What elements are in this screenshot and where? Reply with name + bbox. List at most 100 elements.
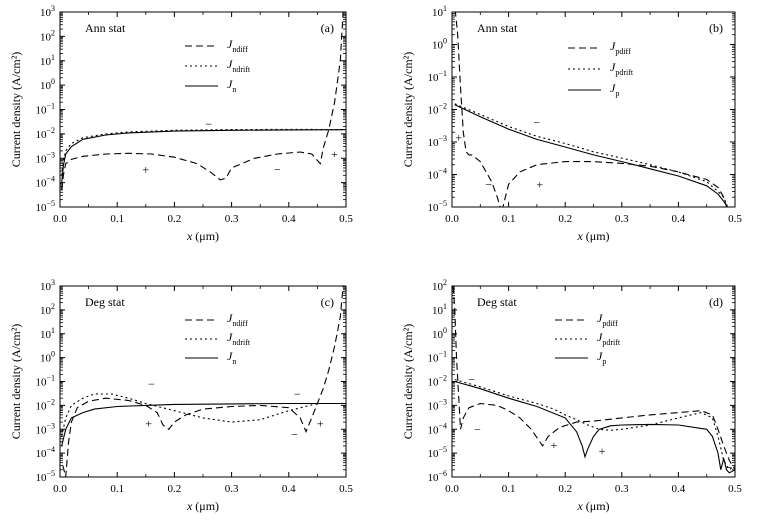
x-axis-label: x (μm) [186, 229, 219, 243]
y-tick-label: 10−3 [427, 134, 447, 149]
y-tick-label: 102 [432, 278, 447, 293]
y-tick-label: 10−2 [35, 126, 55, 141]
y-tick-label: 10−5 [35, 469, 55, 484]
y-tick-label: 100 [40, 77, 55, 92]
y-tick-label: 103 [40, 278, 55, 293]
y-tick-label: 100 [40, 350, 55, 365]
x-tick-label: 0.4 [672, 213, 686, 225]
sign-annotation: + [455, 130, 462, 144]
x-tick-label: 0.5 [339, 213, 353, 225]
x-tick-label: 0.0 [53, 213, 67, 225]
y-tick-label: 10−3 [35, 421, 55, 436]
x-tick-label: 0.2 [558, 483, 572, 495]
series-line-j-pdrift [454, 103, 729, 207]
x-tick-label: 0.4 [282, 483, 296, 495]
sign-annotation: + [142, 162, 149, 176]
series-line-j-p [454, 104, 729, 207]
sign-annotation: − [274, 162, 281, 176]
y-axis-label: Current density (A/cm²) [9, 324, 23, 440]
legend-entry-pdiff: Jpdiff [610, 39, 631, 56]
legend-entry-p: Jp [610, 81, 619, 98]
sign-annotation: − [148, 377, 155, 391]
y-tick-label: 10−4 [35, 175, 55, 190]
series-line-j-pdiff [452, 286, 735, 471]
legend-entry-pdiff: Jpdiff [597, 311, 618, 328]
legend-entry-p: Jp [597, 349, 606, 366]
y-tick-label: 10−1 [427, 350, 447, 365]
series-group [453, 12, 729, 207]
sign-annotation: + [599, 444, 606, 458]
y-tick-label: 10−1 [427, 69, 447, 84]
panel-label: (a) [321, 21, 334, 35]
state-label: Deg stat [85, 295, 125, 309]
y-tick-label: 10−3 [35, 150, 55, 165]
x-tick-label: 0.2 [168, 483, 182, 495]
sign-annotation: − [294, 387, 301, 401]
legend-entry-ndrift: Jndrift [227, 330, 251, 347]
y-tick-label: 102 [40, 302, 55, 317]
x-axis-label: x (μm) [576, 229, 609, 243]
panel-label: (c) [321, 295, 334, 309]
x-tick-label: 0.3 [615, 483, 629, 495]
series-group [61, 286, 346, 477]
series-group [61, 12, 346, 191]
plot-frame [59, 11, 347, 208]
y-tick-label: 10−2 [427, 102, 447, 117]
chart-panel-d: 10−6 10−5 10−4 10−3 10−2 10−1 100 101 102 0.0 0.1 0… [401, 278, 742, 513]
series-line-j-pdiff [453, 12, 728, 207]
y-tick-label: 10−6 [427, 469, 447, 484]
y-tick-label: 10−2 [427, 374, 447, 389]
x-tick-label: 0.5 [339, 483, 353, 495]
sign-annotation: − [291, 428, 298, 442]
y-tick-label: 103 [40, 4, 55, 19]
sign-annotation: + [331, 147, 338, 161]
legend-entry-pdrift: Jpdrift [610, 60, 634, 77]
y-axis-label: Current density (A/cm²) [401, 324, 415, 440]
legend-entry-ndiff: Jndiff [227, 311, 248, 328]
x-tick-label: 0.3 [225, 483, 239, 495]
series-line-j-pdrift [454, 379, 735, 471]
y-tick-label: 101 [40, 326, 55, 341]
series-group [452, 286, 735, 474]
x-tick-label: 0.1 [502, 483, 516, 495]
state-label: Deg stat [477, 295, 517, 309]
y-tick-label: 10−4 [35, 445, 55, 460]
x-tick-label: 0.2 [168, 213, 182, 225]
chart-panel-a: 10−5 10−4 10−3 10−2 10−1 100 101 102 103 0.0 0.1 0.… [9, 4, 353, 243]
x-tick-label: 0.3 [225, 213, 239, 225]
x-tick-label: 0.2 [558, 213, 572, 225]
panel-label: (b) [709, 21, 723, 35]
x-tick-label: 0.5 [728, 213, 742, 225]
series-line-j-n [61, 129, 346, 183]
series-line-j-n [61, 402, 346, 447]
plot-frame [59, 285, 347, 478]
y-tick-label: 10−4 [427, 167, 447, 182]
series-line-j-ndiff [61, 12, 344, 191]
x-tick-label: 0.0 [445, 213, 459, 225]
x-tick-label: 0.4 [672, 483, 686, 495]
x-axis-label: x (μm) [576, 499, 609, 513]
legend-entry-ndiff: Jndiff [227, 37, 248, 54]
y-axis-label: Current density (A/cm²) [401, 52, 415, 168]
chart-panel-b: 10−5 10−4 10−3 10−2 10−1 100 101 0.0 0.1 0.2 0.3 0.… [401, 4, 742, 243]
series-line-j-ndiff [62, 286, 344, 477]
legend-entry-n: Jn [227, 349, 236, 366]
series-line-j-ndrift [61, 128, 346, 176]
chart-panel-c: 10−5 10−4 10−3 10−2 10−1 100 101 102 103 0.0 0.1 0.… [9, 278, 353, 513]
sign-annotation: + [536, 177, 543, 191]
y-tick-label: 101 [432, 302, 447, 317]
sign-annotation: − [726, 460, 733, 474]
legend-entry-pdrift: Jpdrift [597, 330, 621, 347]
sign-annotation: − [468, 373, 475, 387]
x-tick-label: 0.1 [110, 213, 124, 225]
y-tick-label: 10−5 [35, 199, 55, 214]
y-tick-label: 10−1 [35, 102, 55, 117]
sign-annotation: − [485, 177, 492, 191]
y-tick-label: 100 [432, 326, 447, 341]
y-tick-label: 101 [432, 4, 447, 19]
sign-annotation: + [145, 417, 152, 431]
state-label: Ann stat [85, 21, 126, 35]
sign-annotation: − [205, 117, 212, 131]
legend-entry-n: Jn [227, 77, 236, 94]
